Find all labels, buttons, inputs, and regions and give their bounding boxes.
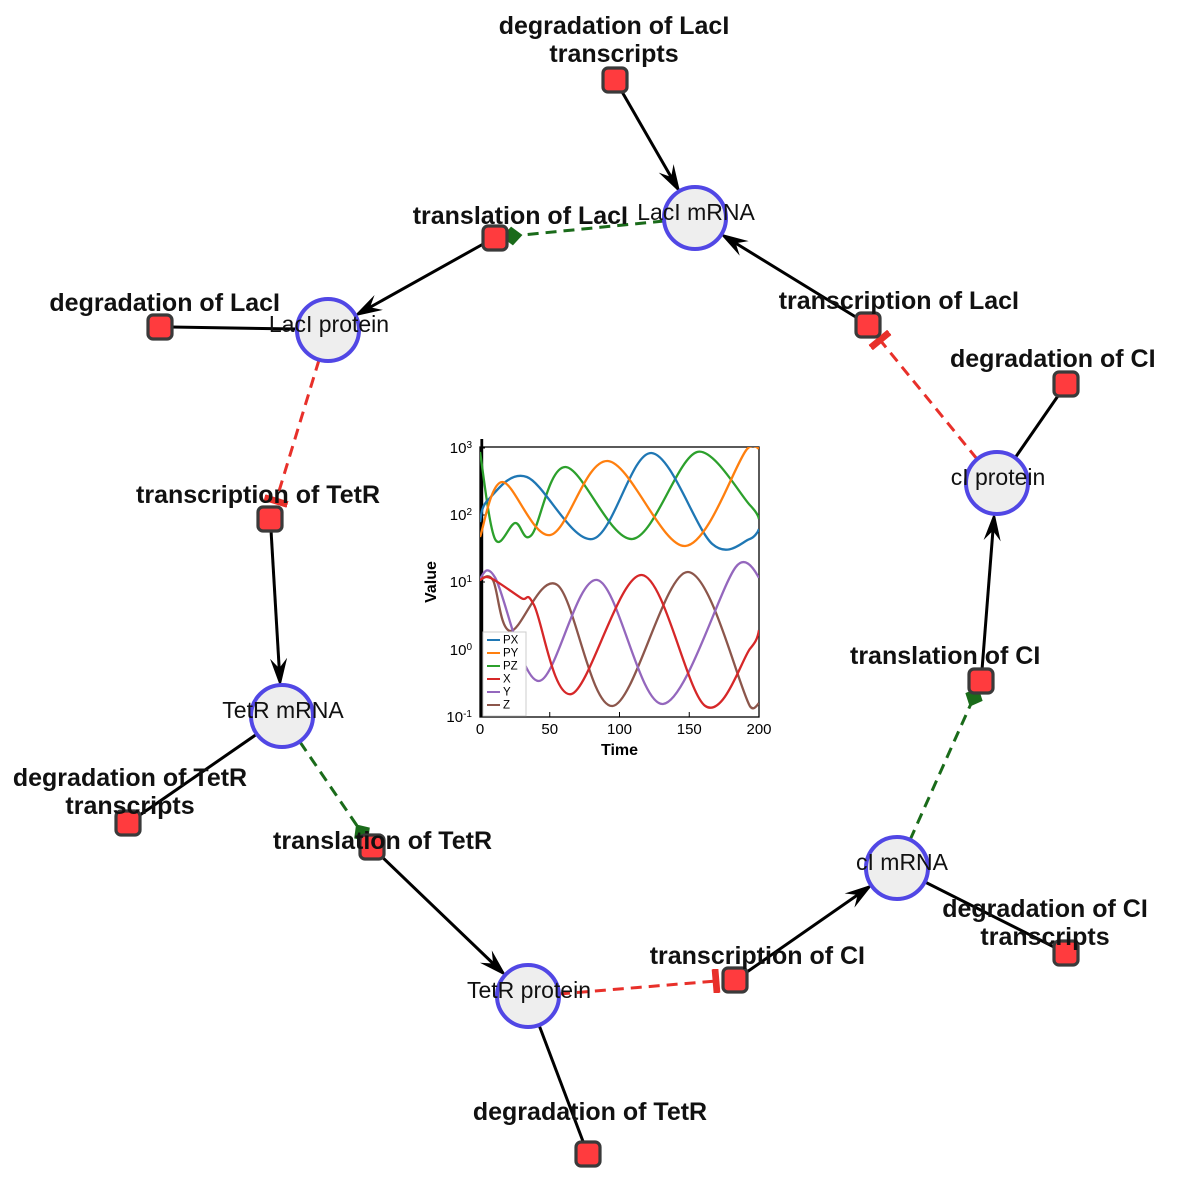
svg-text:150: 150 bbox=[677, 721, 702, 738]
svg-text:0: 0 bbox=[476, 721, 484, 738]
svg-text:Value: Value bbox=[423, 561, 440, 603]
svg-text:PX: PX bbox=[503, 635, 519, 647]
svg-text:102: 102 bbox=[450, 507, 473, 525]
svg-text:50: 50 bbox=[541, 721, 558, 738]
svg-text:Y: Y bbox=[503, 687, 511, 699]
svg-text:103: 103 bbox=[450, 440, 473, 458]
svg-text:X: X bbox=[503, 674, 511, 686]
svg-text:PZ: PZ bbox=[503, 661, 518, 673]
svg-text:100: 100 bbox=[450, 642, 473, 660]
svg-text:10-1: 10-1 bbox=[446, 709, 472, 727]
svg-text:200: 200 bbox=[746, 721, 771, 738]
svg-text:100: 100 bbox=[607, 721, 632, 738]
svg-text:PY: PY bbox=[503, 648, 519, 660]
svg-text:101: 101 bbox=[450, 574, 473, 592]
svg-text:Z: Z bbox=[503, 700, 510, 712]
svg-text:Time: Time bbox=[601, 742, 638, 759]
